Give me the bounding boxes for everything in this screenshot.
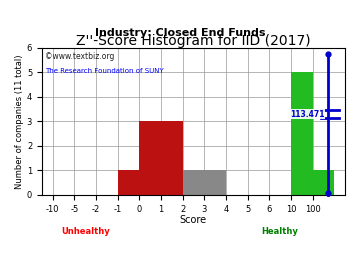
- Bar: [118, 170, 139, 195]
- Bar: [139, 122, 183, 195]
- Text: Healthy: Healthy: [262, 227, 298, 236]
- Title: Z''-Score Histogram for IID (2017): Z''-Score Histogram for IID (2017): [76, 34, 311, 48]
- Bar: [312, 170, 334, 195]
- Bar: [183, 170, 226, 195]
- Text: Unhealthy: Unhealthy: [61, 227, 109, 236]
- Text: ©www.textbiz.org: ©www.textbiz.org: [45, 52, 114, 61]
- X-axis label: Score: Score: [180, 215, 207, 225]
- Text: The Research Foundation of SUNY: The Research Foundation of SUNY: [45, 69, 164, 75]
- Text: 113.471: 113.471: [290, 110, 324, 119]
- Y-axis label: Number of companies (11 total): Number of companies (11 total): [15, 54, 24, 189]
- Bar: [291, 72, 312, 195]
- Text: Industry: Closed End Funds: Industry: Closed End Funds: [95, 28, 265, 38]
